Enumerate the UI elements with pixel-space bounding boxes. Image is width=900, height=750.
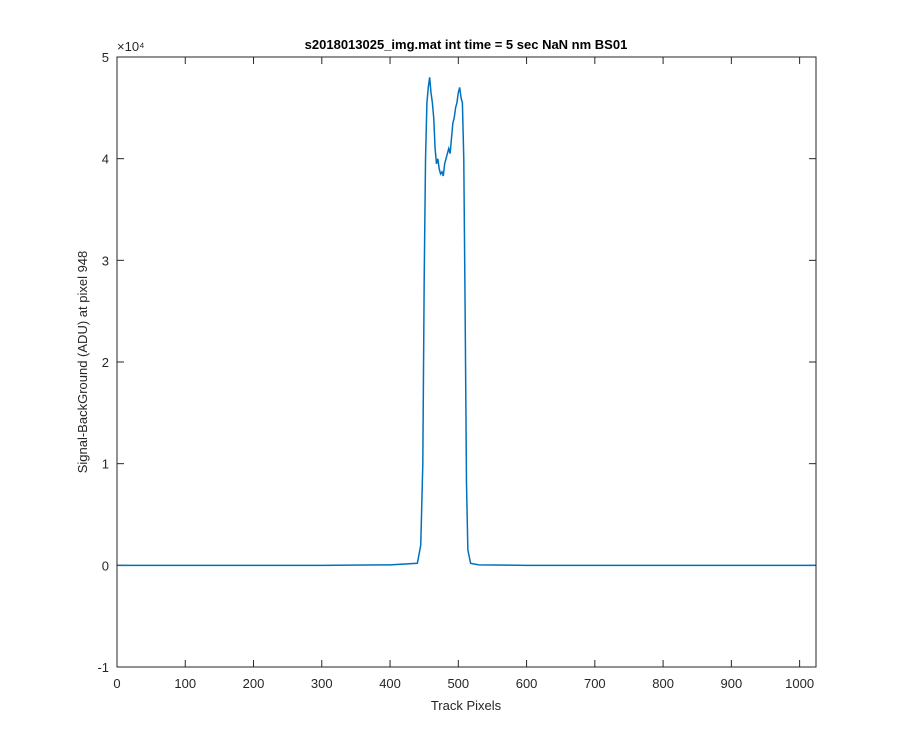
x-tick-label: 800 [652, 676, 674, 691]
chart-title: s2018013025_img.mat int time = 5 sec NaN… [305, 37, 628, 52]
x-tick-label: 1000 [785, 676, 814, 691]
x-tick-label: 400 [379, 676, 401, 691]
y-tick-label: 0 [102, 558, 109, 573]
x-tick-label: 600 [516, 676, 538, 691]
y-tick-label: 4 [102, 152, 109, 167]
tick-labels-layer: 0 100 200 300 400 500 600 700 800 900 1000 -1 0 1 2 3 4 5 [97, 50, 814, 691]
y-tick-label: -1 [97, 660, 109, 675]
series-line [117, 77, 816, 567]
y-scale-factor: ×10⁴ [117, 39, 145, 54]
x-axis-label: Track Pixels [431, 698, 502, 713]
x-tick-label: 100 [174, 676, 196, 691]
y-tick-label: 2 [102, 355, 109, 370]
y-axis-label: Signal-BackGround (ADU) at pixel 948 [75, 251, 90, 474]
x-tick-label: 0 [113, 676, 120, 691]
y-tick-label: 5 [102, 50, 109, 65]
x-tick-label: 700 [584, 676, 606, 691]
x-tick-label: 300 [311, 676, 333, 691]
x-tick-label: 900 [721, 676, 743, 691]
y-tick-label: 3 [102, 253, 109, 268]
y-tick-label: 1 [102, 457, 109, 472]
x-tick-label: 500 [447, 676, 469, 691]
plot-area [117, 57, 816, 667]
x-tick-label: 200 [243, 676, 265, 691]
axes-box [116, 56, 817, 668]
